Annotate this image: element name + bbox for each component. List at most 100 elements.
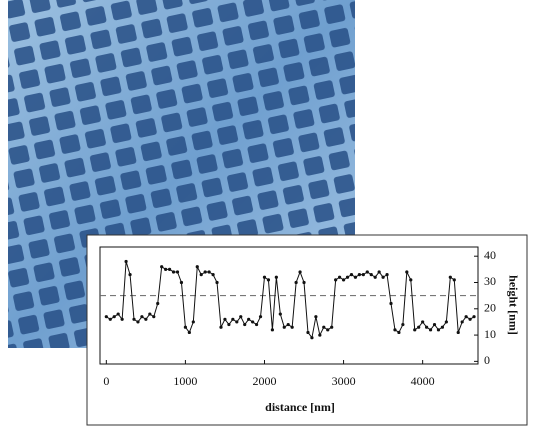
data-point [298,270,302,274]
data-point [330,325,334,329]
data-point [409,278,413,282]
data-point [167,267,172,271]
data-point [417,325,421,329]
data-point [211,273,215,277]
data-point [448,275,452,279]
data-point [338,275,342,279]
data-point [148,312,152,316]
data-point [369,273,373,277]
x-tick-label: 3000 [332,374,356,388]
data-point [318,333,322,337]
data-point [243,322,247,327]
data-point [191,320,195,324]
data-point [290,325,294,329]
data-point [251,320,255,324]
data-point [266,278,271,282]
data-point [464,315,468,319]
data-point [132,317,136,321]
data-point [104,315,108,319]
data-point [452,278,456,282]
data-point [175,270,180,274]
data-point [136,320,140,324]
data-point [389,301,393,306]
data-point [160,265,164,269]
data-point [361,273,365,277]
afm-image [8,0,355,348]
data-point [270,328,274,332]
data-point [310,336,314,340]
data-point [373,275,377,279]
data-point [424,325,429,329]
data-point [472,315,476,319]
x-tick-label: 1000 [173,374,197,388]
data-point [144,317,148,321]
y-tick-label: 30 [484,274,496,288]
data-point [322,325,326,329]
data-point [314,315,318,319]
data-point [334,278,338,282]
data-point [239,315,243,319]
x-tick-label: 4000 [411,374,435,388]
data-point [381,275,385,279]
data-point [413,328,417,332]
x-axis-title: distance [nm] [265,400,335,414]
data-point [183,325,188,329]
data-line [106,261,475,339]
data-point [428,328,433,332]
data-point [112,315,116,319]
y-tick-label: 20 [484,301,496,315]
x-tick-label: 2000 [252,374,276,388]
data-point [282,325,286,329]
data-point [349,273,354,277]
data-point [164,267,168,271]
data-point [203,270,207,274]
data-point [278,312,282,316]
data-point [223,317,227,321]
data-point [286,322,290,327]
data-point [258,315,263,319]
data-point [436,328,441,332]
data-point [397,330,401,335]
y-tick-label: 40 [484,248,496,262]
data-point [294,280,298,285]
data-point [262,275,267,279]
data-point [247,317,251,321]
data-point [171,270,176,274]
data-point [365,270,369,274]
data-point [444,320,448,324]
data-point [235,320,239,324]
data-point [195,265,199,269]
y-tick-label: 10 [484,327,496,341]
data-point [152,315,156,319]
data-point [393,328,397,332]
data-point [231,317,235,321]
data-point [385,273,389,277]
data-point [341,278,346,282]
data-point [219,325,223,329]
plot: 0 1000 2000 3000 4000 0 10 20 30 40 [99,246,496,388]
data-point [199,273,203,277]
data-point [377,270,381,274]
data-point [140,315,144,319]
data-point [306,330,310,335]
data-point [254,322,259,327]
data-point [215,280,219,285]
data-point [345,275,350,279]
data-point [302,280,306,285]
data-point [120,317,124,321]
data-point [128,273,132,277]
data-point [432,322,437,327]
data-point [108,317,112,321]
x-tick-label: 0 [103,374,109,388]
data-point [207,270,211,274]
data-point [421,320,425,324]
y-axis-title: height [nm] [506,275,520,335]
data-point [357,273,361,277]
data-point [156,301,160,306]
data-point [440,325,445,329]
data-point [274,275,278,279]
chart-panel [86,234,528,426]
y-tick-label: 0 [484,353,490,367]
